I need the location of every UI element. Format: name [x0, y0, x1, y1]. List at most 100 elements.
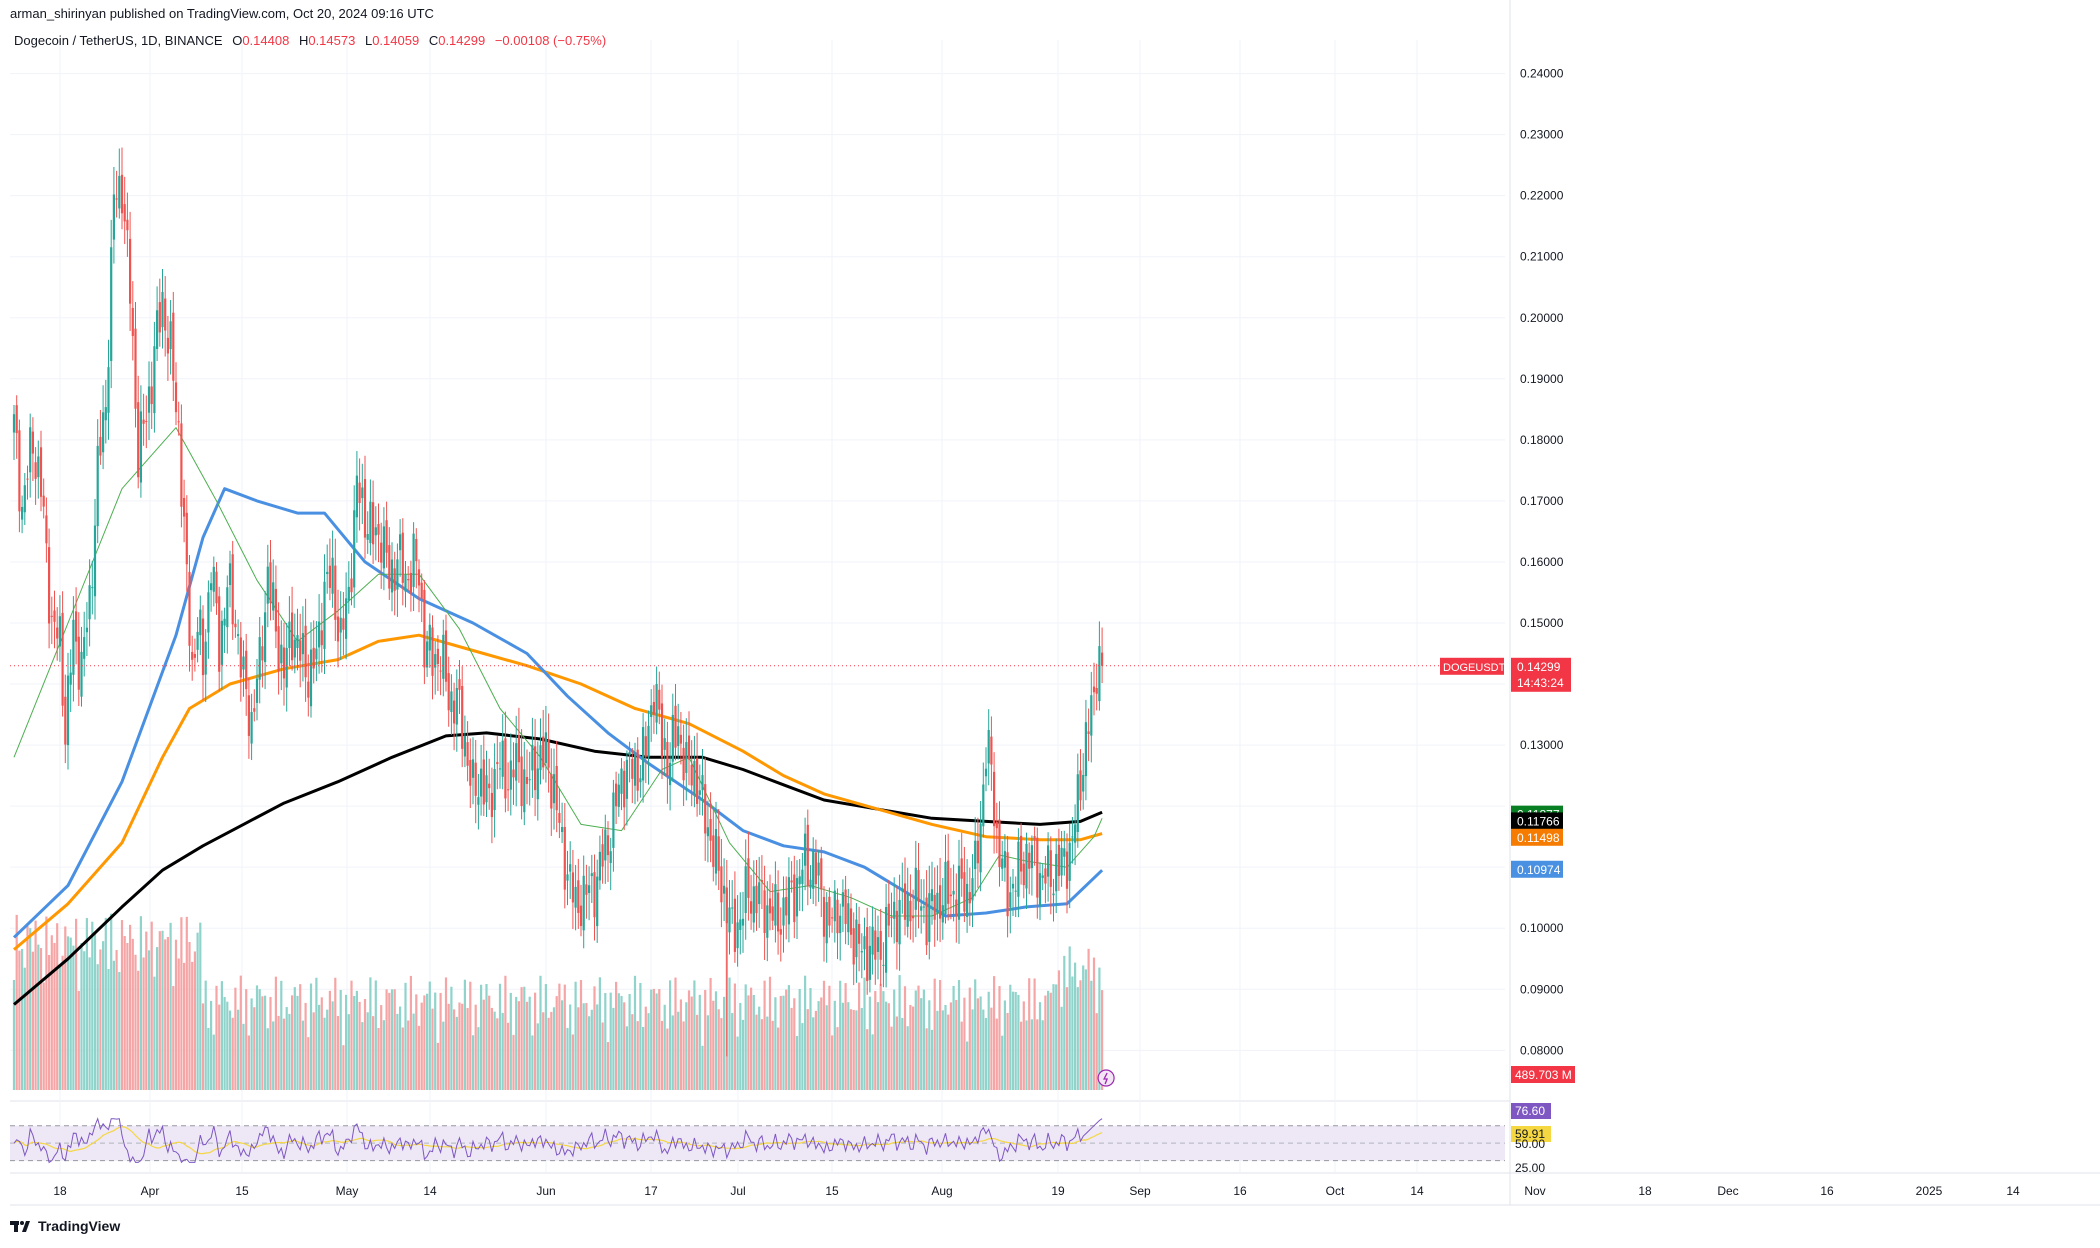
volume-bar: [917, 985, 920, 1090]
volume-bar: [912, 1006, 915, 1090]
candle-body: [1057, 844, 1060, 876]
tradingview-logo[interactable]: TradingView: [10, 1218, 120, 1234]
candle-body: [984, 768, 988, 777]
volume-bar: [509, 992, 512, 1090]
volume-bar: [728, 977, 731, 1090]
volume-bar: [118, 972, 121, 1090]
candle-body: [968, 892, 971, 904]
volume-bar: [153, 976, 156, 1090]
candle-body: [353, 510, 356, 588]
x-axis-tick-label: Oct: [1326, 1184, 1345, 1198]
volume-bar: [112, 960, 115, 1090]
candle-body: [212, 566, 215, 592]
x-axis-tick-label: 18: [53, 1184, 67, 1198]
candle-body: [696, 758, 699, 804]
candle-body: [426, 641, 429, 668]
volume-bar: [871, 1034, 874, 1090]
candle-body: [91, 587, 94, 589]
volume-bar: [272, 1021, 275, 1090]
volume-bar: [960, 1021, 963, 1090]
volume-bar: [239, 975, 242, 1090]
candle-body: [104, 407, 107, 421]
volume-bar: [385, 989, 388, 1090]
candle-body: [1079, 770, 1082, 801]
candle-body: [293, 639, 296, 658]
candle-body: [390, 559, 394, 593]
volume-bar: [774, 997, 777, 1090]
y-axis-tick-label: 0.08000: [1520, 1043, 1564, 1057]
y-axis-tick-label: 0.09000: [1520, 982, 1564, 996]
candle-body: [971, 878, 974, 901]
symbol-title: Dogecoin / TetherUS, 1D, BINANCE: [14, 33, 223, 48]
close-value: 0.14299: [438, 33, 486, 48]
candle-body: [45, 515, 48, 544]
volume-bar: [906, 1026, 909, 1090]
volume-bar: [1020, 1021, 1023, 1090]
volume-bar: [714, 991, 718, 1090]
volume-bar: [1084, 969, 1087, 1090]
candle-body: [39, 447, 43, 497]
volume-bar: [66, 936, 70, 1090]
volume-bar: [998, 986, 1001, 1090]
volume-tag: [1511, 1066, 1575, 1083]
candle-body: [226, 587, 229, 628]
volume-bar: [531, 1035, 534, 1090]
volume-bar: [466, 1007, 469, 1090]
candle-body: [477, 797, 480, 805]
candle-body: [23, 485, 26, 513]
candle-body: [779, 929, 782, 935]
volume-bar: [982, 1009, 985, 1090]
volume-bar: [941, 1010, 944, 1090]
low-value: 0.14059: [372, 33, 420, 48]
volume-bar: [123, 936, 126, 1090]
candle-body: [129, 238, 132, 304]
candle-body: [1022, 863, 1025, 886]
volume-bar: [129, 924, 132, 1090]
volume-bar: [169, 922, 172, 1090]
candle-body: [623, 770, 626, 808]
volume-bar: [563, 984, 566, 1090]
candle-body: [312, 647, 315, 669]
candle-body: [739, 919, 742, 931]
candle-body: [188, 571, 191, 646]
candle-body: [966, 883, 969, 918]
volume-bar: [777, 1027, 780, 1090]
volume-bar: [539, 975, 542, 1090]
candle-body: [118, 175, 121, 209]
volume-bar: [193, 951, 196, 1090]
candle-body: [85, 627, 88, 633]
candle-body: [536, 768, 539, 800]
volume-bar: [80, 943, 83, 1090]
volume-bar: [571, 1034, 574, 1090]
volume-bar: [204, 980, 207, 1090]
volume-bar: [23, 967, 26, 1090]
candle-body: [88, 585, 91, 620]
candle-body: [893, 901, 896, 919]
volume-bar: [909, 1004, 912, 1090]
volume-bar: [374, 980, 377, 1090]
volume-bar: [885, 1001, 888, 1090]
candle-body: [625, 759, 628, 799]
volume-bar: [293, 987, 296, 1090]
volume-bar: [987, 991, 990, 1090]
candle-body: [790, 880, 793, 883]
candle-body: [890, 916, 893, 919]
volume-bar: [199, 922, 202, 1090]
candle-body: [496, 762, 499, 765]
candle-body: [652, 701, 655, 715]
candle-body: [385, 520, 388, 553]
volume-bar: [107, 968, 110, 1090]
volume-bar: [804, 975, 807, 1090]
candle-body: [631, 758, 634, 779]
candle-body: [809, 879, 812, 888]
candle-body: [601, 844, 604, 867]
candle-body: [191, 651, 194, 660]
candle-body: [571, 872, 574, 903]
volume-bar: [914, 990, 917, 1090]
volume-bar: [307, 1037, 310, 1090]
volume-bar: [104, 917, 107, 1090]
rsi-tick-label: 50.00: [1515, 1137, 1545, 1151]
volume-bar: [250, 998, 253, 1090]
volume-bar: [860, 1008, 863, 1090]
